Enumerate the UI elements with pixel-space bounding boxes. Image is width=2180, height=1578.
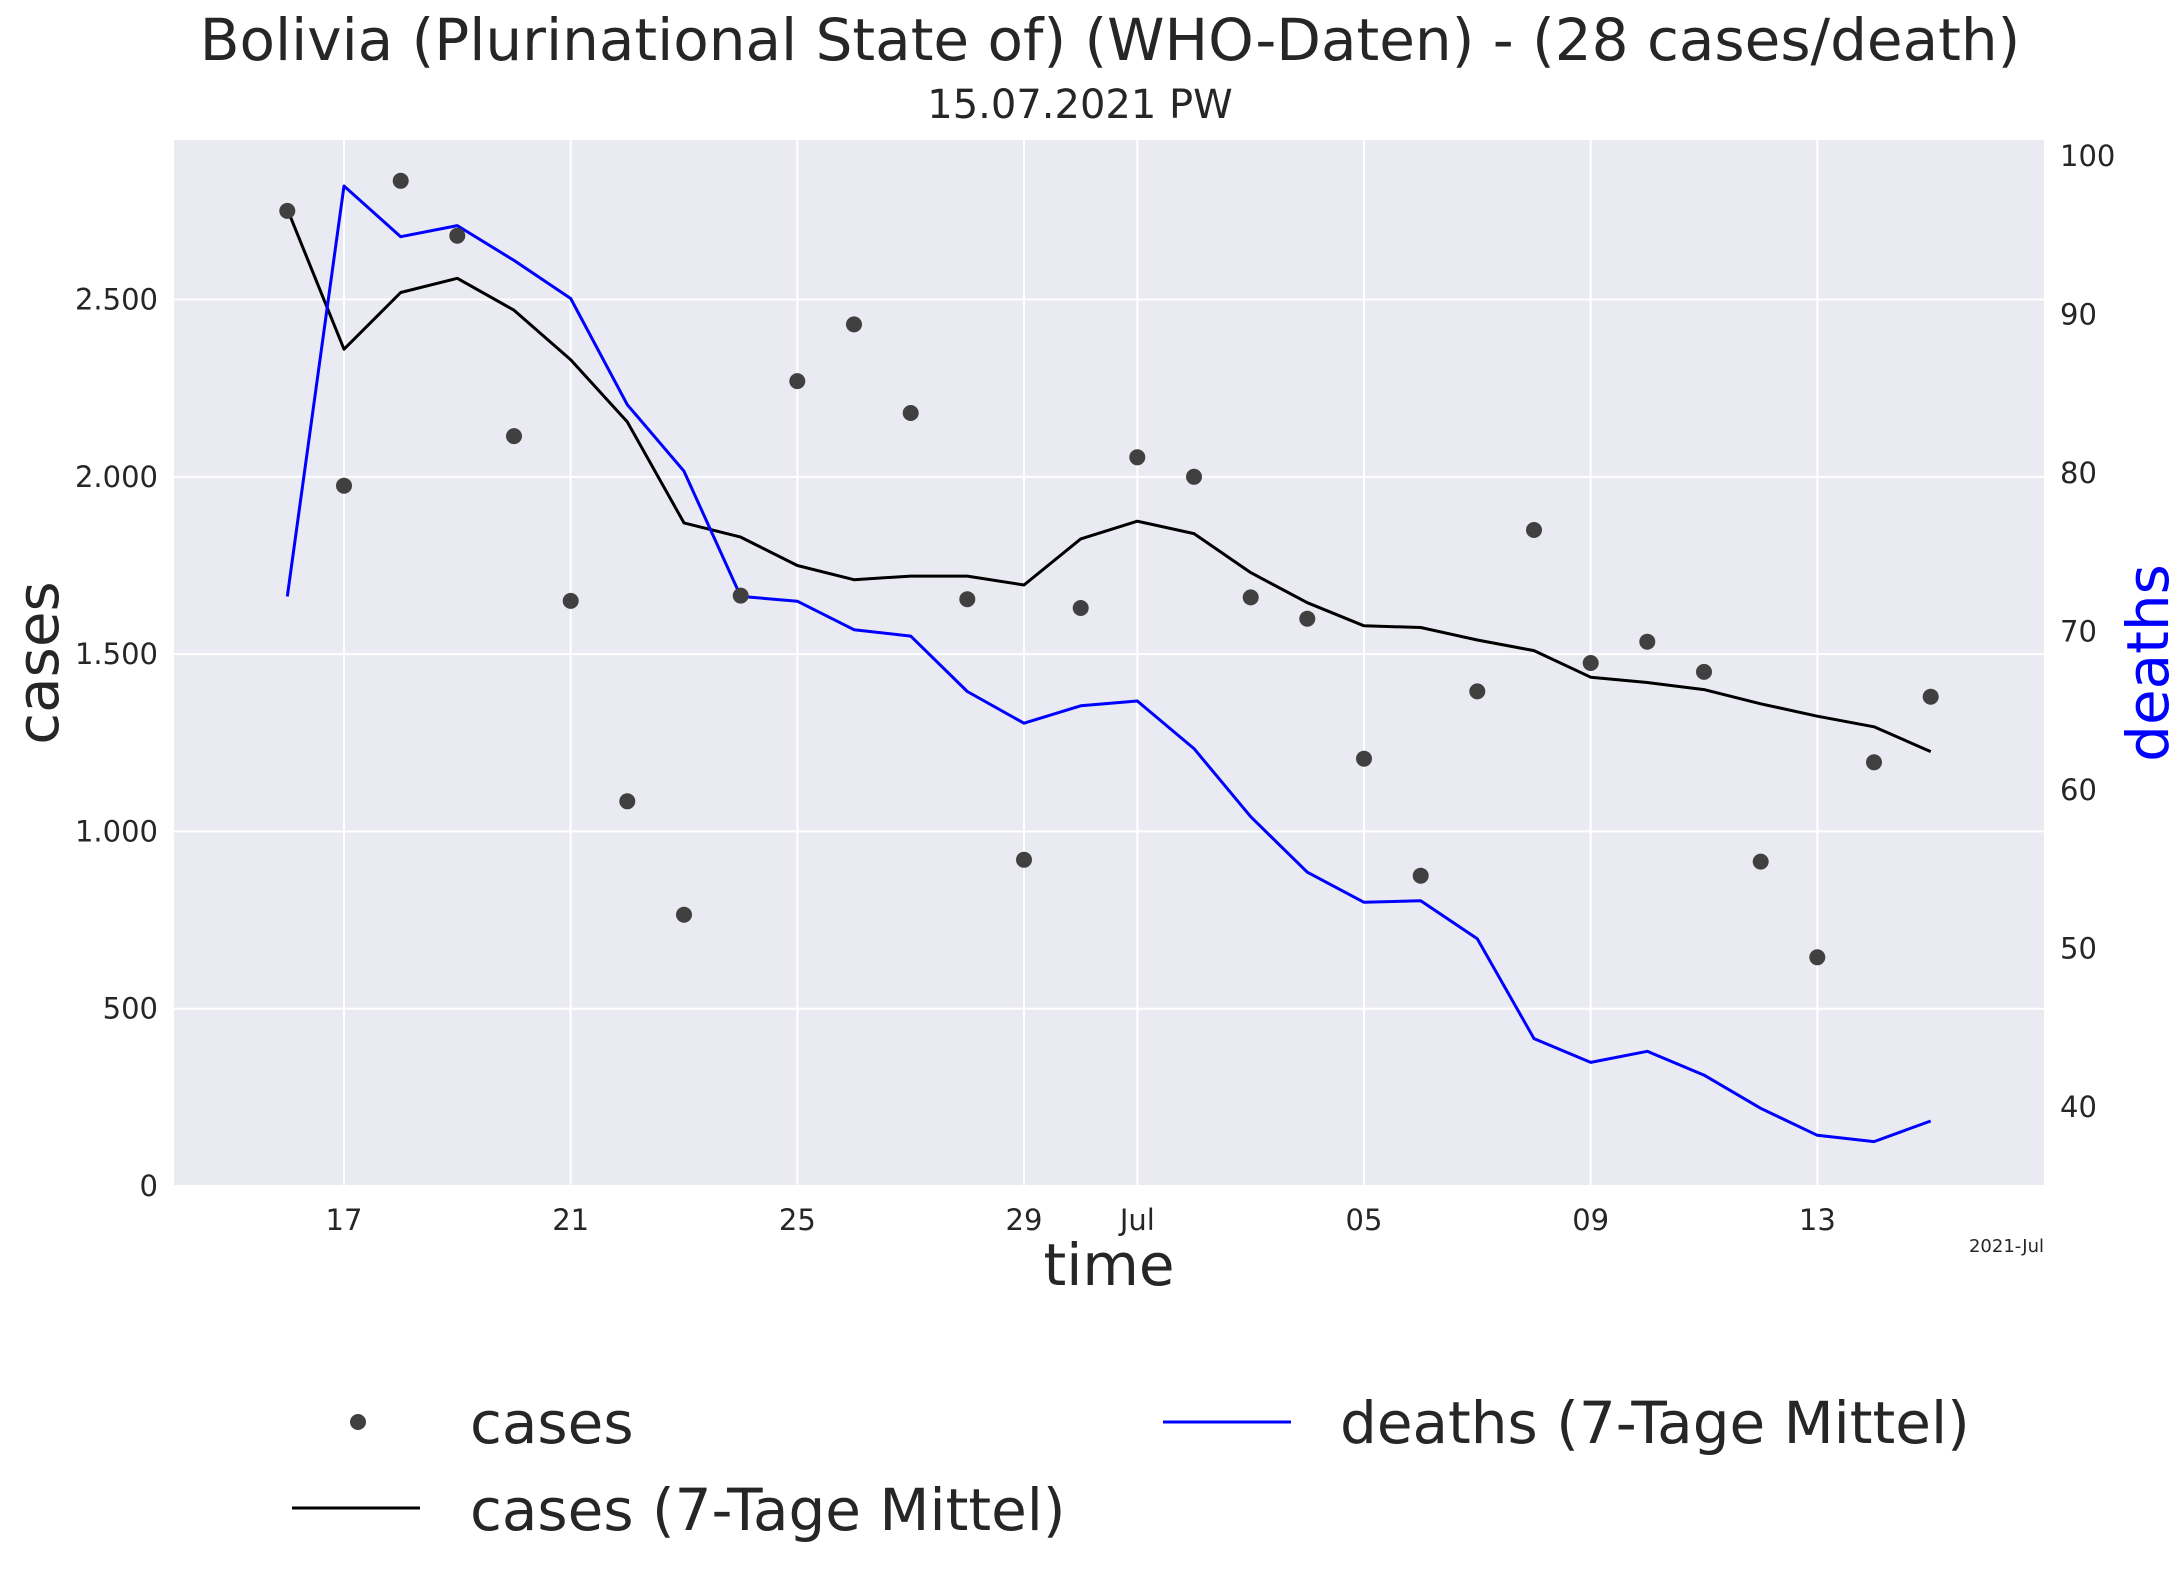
cases-point bbox=[789, 373, 806, 390]
y-axis-right-label: deaths bbox=[2114, 564, 2180, 762]
cases-point bbox=[1412, 867, 1429, 884]
y-axis-left-label: cases bbox=[4, 581, 72, 745]
series-layer bbox=[279, 172, 1939, 1144]
y-axis-right-ticks: 40 50 60 70 80 90 100 bbox=[2060, 139, 2115, 1124]
cases-point bbox=[336, 477, 352, 494]
x-tick-label: 13 bbox=[1799, 1203, 1836, 1237]
y-left-tick-label: 1.000 bbox=[75, 814, 158, 848]
y-left-tick-label: 0 bbox=[140, 1169, 158, 1203]
legend: cases cases (7-Tage Mittel) deaths (7-Ta… bbox=[292, 1389, 1970, 1544]
deaths-avg-line bbox=[285, 184, 1932, 1144]
cases-point bbox=[846, 316, 862, 333]
cases-point bbox=[562, 592, 579, 609]
x-tick-label: 29 bbox=[1006, 1203, 1043, 1237]
cases-point bbox=[449, 227, 466, 244]
cases-point bbox=[1866, 754, 1882, 771]
x-tick-label: 17 bbox=[326, 1203, 363, 1237]
legend-label-cases: cases bbox=[470, 1389, 634, 1457]
cases-point bbox=[1186, 468, 1202, 485]
y-left-tick-label: 2.500 bbox=[75, 283, 158, 317]
y-left-tick-label: 2.000 bbox=[75, 460, 158, 494]
x-axis-ticks: 17 21 25 29 Jul 05 09 13 bbox=[326, 1203, 1836, 1237]
y-right-tick-label: 80 bbox=[2060, 456, 2097, 490]
cases-point bbox=[392, 172, 409, 189]
cases-point bbox=[1072, 600, 1089, 616]
legend-label-deaths-avg: deaths (7-Tage Mittel) bbox=[1340, 1389, 1970, 1457]
legend-marker-cases bbox=[350, 1414, 366, 1430]
grid-lines bbox=[174, 140, 2044, 1187]
cases-point bbox=[1752, 853, 1769, 870]
cases-point bbox=[1129, 449, 1146, 466]
y-right-tick-label: 40 bbox=[2060, 1090, 2097, 1124]
x-tick-label: 25 bbox=[779, 1203, 816, 1237]
cases-point bbox=[1696, 663, 1712, 680]
y-left-tick-label: 500 bbox=[103, 992, 158, 1026]
cases-point bbox=[1356, 750, 1372, 767]
cases-point bbox=[506, 428, 522, 445]
y-right-tick-label: 50 bbox=[2060, 931, 2097, 965]
chart-title: Bolivia (Plurinational State of) (WHO-Da… bbox=[200, 6, 2021, 74]
cases-point bbox=[676, 906, 692, 923]
x-axis-label: time bbox=[1043, 1231, 1174, 1299]
cases-point bbox=[959, 591, 976, 608]
cases-point bbox=[1242, 589, 1259, 606]
cases-point bbox=[1809, 949, 1826, 966]
chart-subtitle: 15.07.2021 PW bbox=[927, 82, 1232, 128]
cases-point bbox=[279, 202, 296, 219]
y-right-tick-label: 90 bbox=[2060, 297, 2097, 331]
cases-avg-line bbox=[285, 208, 1932, 753]
cases-point bbox=[1016, 851, 1032, 868]
legend-label-cases-avg: cases (7-Tage Mittel) bbox=[470, 1476, 1066, 1544]
x-tick-label: 09 bbox=[1572, 1203, 1609, 1237]
cases-point bbox=[619, 793, 636, 810]
x-tick-label: 21 bbox=[552, 1203, 589, 1237]
plot-area bbox=[174, 140, 2044, 1186]
cases-point bbox=[902, 405, 919, 421]
x-tick-label: Jul bbox=[1118, 1203, 1155, 1237]
cases-point bbox=[1469, 683, 1486, 700]
y-right-tick-label: 60 bbox=[2060, 773, 2097, 807]
y-axis-left-ticks: 0 500 1.000 1.500 2.000 2.500 bbox=[75, 283, 158, 1203]
y-left-tick-label: 1.500 bbox=[75, 637, 158, 671]
cases-point bbox=[732, 587, 749, 604]
y-right-tick-label: 100 bbox=[2060, 139, 2115, 173]
x-offset-label: 2021-Jul bbox=[1969, 1236, 2044, 1257]
cases-point bbox=[1526, 522, 1542, 538]
cases-point bbox=[1922, 688, 1939, 705]
x-tick-label: 05 bbox=[1346, 1203, 1383, 1237]
cases-point bbox=[1582, 655, 1599, 671]
y-right-tick-label: 70 bbox=[2060, 614, 2097, 648]
cases-point bbox=[1299, 610, 1316, 627]
cases-point bbox=[1639, 633, 1656, 650]
